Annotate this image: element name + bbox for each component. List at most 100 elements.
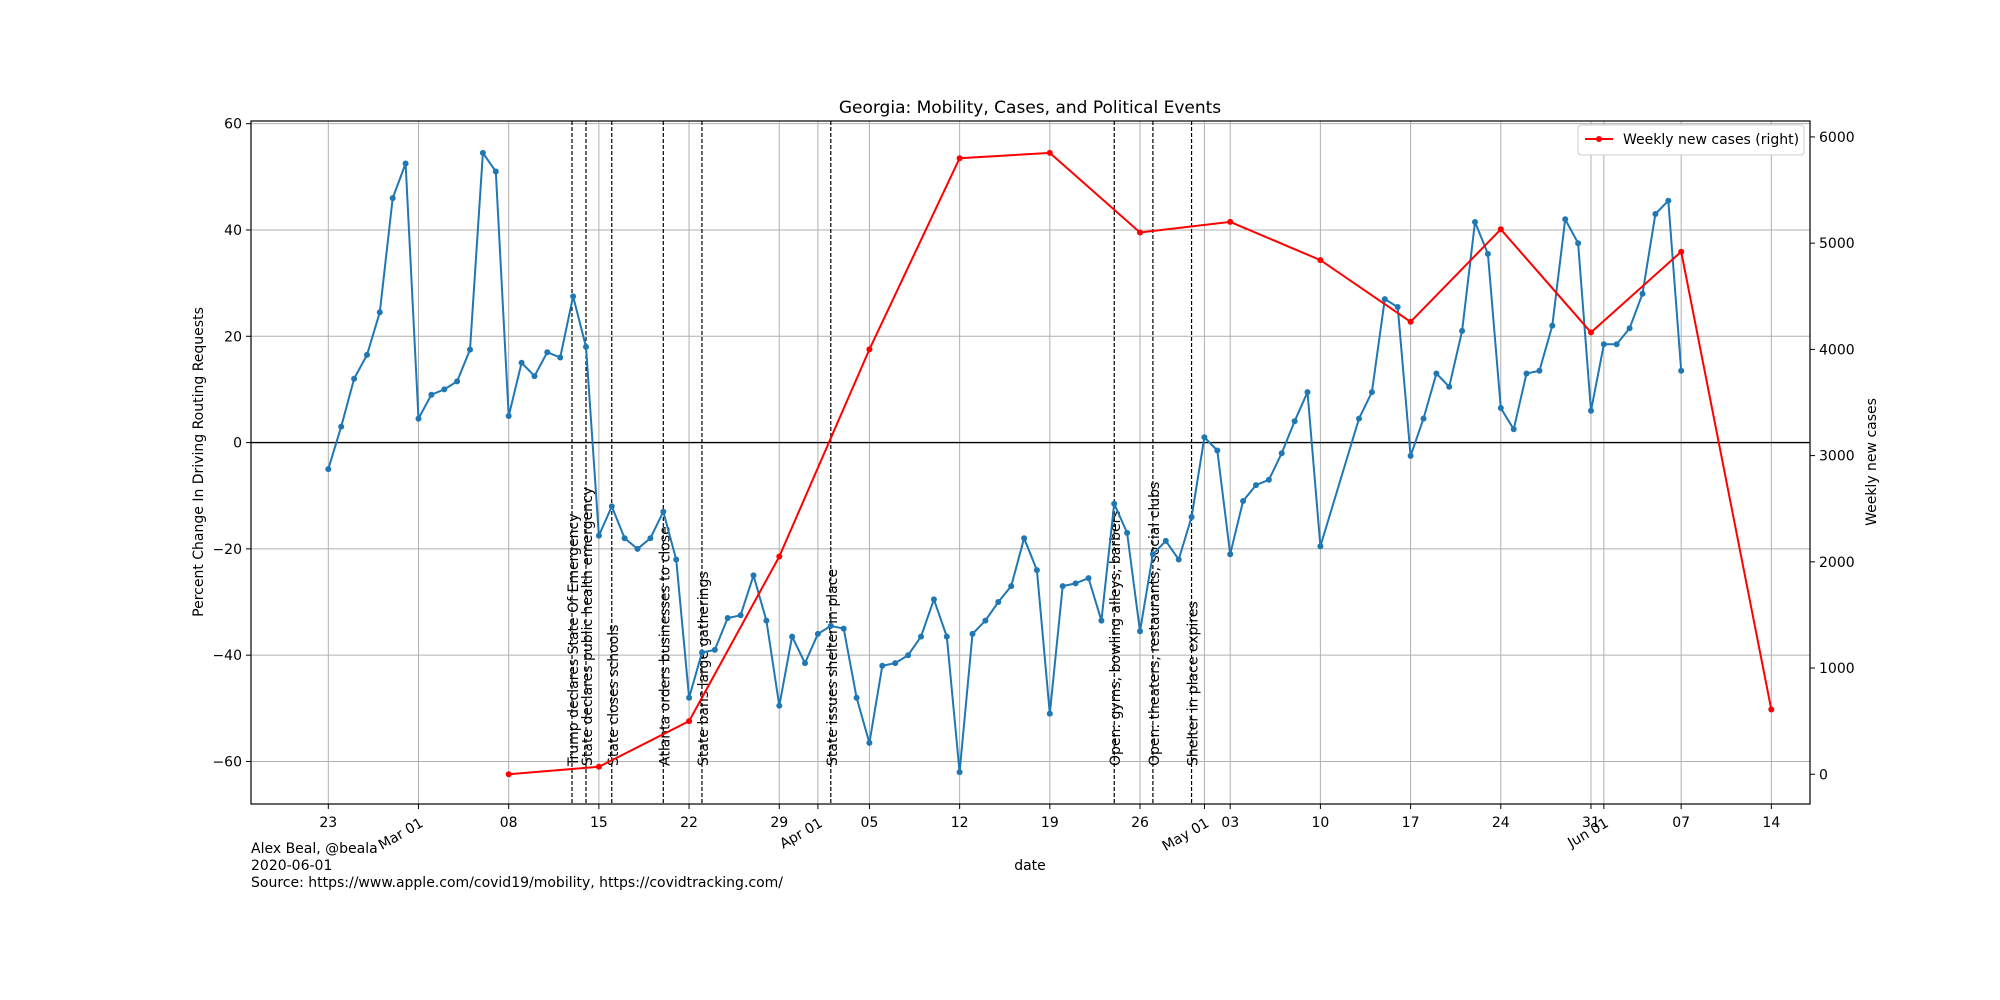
mobility-point <box>827 622 834 629</box>
mobility-point <box>763 617 770 624</box>
mobility-point <box>647 535 654 542</box>
x-tick-label: 22 <box>680 815 698 831</box>
mobility-point <box>892 660 899 667</box>
weekly-cases-point <box>1678 248 1685 255</box>
event-label: Open: theaters, restaurants, social club… <box>1147 482 1163 766</box>
x-tick-label: 17 <box>1402 815 1420 831</box>
mobility-point <box>1240 498 1247 504</box>
right-tick-label: 4000 <box>1819 342 1855 358</box>
mobility-point <box>802 660 808 667</box>
mobility-point <box>634 545 641 552</box>
mobility-point <box>737 612 744 619</box>
mobility-point <box>570 293 577 300</box>
mobility-point <box>1407 452 1414 459</box>
mobility-point <box>1033 567 1040 574</box>
mobility-point <box>1639 290 1646 297</box>
mobility-point <box>673 556 680 563</box>
mobility-point <box>1253 482 1259 489</box>
mobility-point <box>351 375 358 382</box>
mobility-point <box>518 359 525 366</box>
right-tick-label: 0 <box>1819 767 1828 783</box>
y-axis-label-right: Weekly new cases <box>1864 398 1880 526</box>
weekly-cases-point <box>505 771 512 778</box>
event-label: Trump declares State Of Emergency <box>566 514 582 767</box>
mobility-point <box>505 413 512 419</box>
mobility-point <box>595 532 602 539</box>
left-tick-label: 0 <box>233 436 242 452</box>
footer-author: Alex Beal, @beala <box>251 841 378 857</box>
mobility-point <box>1381 296 1388 303</box>
mobility-point <box>1459 327 1466 334</box>
mobility-point <box>492 168 499 175</box>
plot-frame <box>250 120 1811 805</box>
mobility-point <box>364 351 370 358</box>
x-tick-label: 26 <box>1131 815 1149 831</box>
mobility-point <box>1098 617 1105 624</box>
footer-date: 2020-06-01 <box>251 858 333 874</box>
event-label: State bans large gatherings <box>696 571 712 766</box>
mobility-point <box>750 572 757 579</box>
mobility-point <box>995 599 1002 605</box>
x-axis-label: date <box>1014 858 1046 874</box>
weekly-cases-point <box>956 155 963 162</box>
mobility-point <box>918 633 924 640</box>
mobility-point <box>1175 556 1182 563</box>
mobility-point <box>789 633 796 640</box>
x-tick-label: 03 <box>1221 815 1239 831</box>
mobility-point <box>943 633 950 640</box>
right-tick-label: 2000 <box>1819 555 1855 571</box>
mobility-point <box>441 386 448 393</box>
mobility-point <box>608 503 615 510</box>
mobility-point <box>1368 389 1375 396</box>
x-tick-label: 19 <box>1041 815 1059 831</box>
mobility-point <box>956 769 963 776</box>
x-tick-label: 15 <box>590 815 608 831</box>
mobility-point <box>1446 383 1453 390</box>
event-label: State declares public health emergency <box>580 487 596 766</box>
legend: Weekly new cases (right) <box>1577 124 1805 156</box>
mobility-point <box>1549 322 1556 329</box>
mobility-point <box>1652 211 1659 217</box>
mobility-point <box>982 617 989 624</box>
left-tick-label: 40 <box>224 223 242 239</box>
weekly-cases-point <box>595 763 602 770</box>
mobility-point <box>376 309 383 316</box>
mobility-point <box>1523 370 1530 377</box>
mobility-point <box>1021 535 1028 542</box>
mobility-point <box>1613 341 1620 348</box>
event-label: Atlanta orders businesses to close <box>657 526 673 766</box>
mobility-point <box>1562 216 1569 223</box>
mobility-point <box>969 630 976 637</box>
legend-entry-weekly-cases: Weekly new cases (right) <box>1623 132 1799 148</box>
event-label: State issues shelter in place <box>825 569 841 766</box>
left-tick-label: 20 <box>224 329 242 345</box>
mobility-point <box>1111 500 1118 507</box>
left-tick-label: 60 <box>224 117 242 133</box>
weekly-cases-point <box>686 718 693 725</box>
mobility-point <box>1124 529 1131 536</box>
mobility-point <box>814 630 821 637</box>
mobility-point <box>1420 415 1427 422</box>
mobility-point <box>1046 710 1053 717</box>
mobility-point <box>1665 197 1672 204</box>
footer-source: Source: https://www.apple.com/covid19/mo… <box>251 875 784 891</box>
mobility-point <box>1317 543 1324 550</box>
x-tick-label: 23 <box>319 815 337 831</box>
mobility-point <box>389 195 396 202</box>
chart-title: Georgia: Mobility, Cases, and Political … <box>839 98 1221 118</box>
mobility-point <box>467 346 473 353</box>
left-tick-label: −60 <box>212 754 242 770</box>
series-group <box>325 149 1775 778</box>
weekly-cases-point <box>1137 229 1143 236</box>
x-tick-label: 05 <box>861 815 879 831</box>
mobility-point <box>711 646 718 653</box>
event-label: Open: gyms, bowling alleys, barbers <box>1108 510 1124 766</box>
mobility-point <box>1575 240 1582 247</box>
x-tick-label: 12 <box>951 815 969 831</box>
mobility-point <box>1678 367 1685 374</box>
mobility-point <box>1356 415 1362 422</box>
weekly-cases-point <box>1497 226 1504 233</box>
mobility-point <box>1059 583 1066 590</box>
y-axis-label-left: Percent Change In Driving Routing Reques… <box>191 307 207 617</box>
weekly-cases-point <box>1046 149 1053 156</box>
